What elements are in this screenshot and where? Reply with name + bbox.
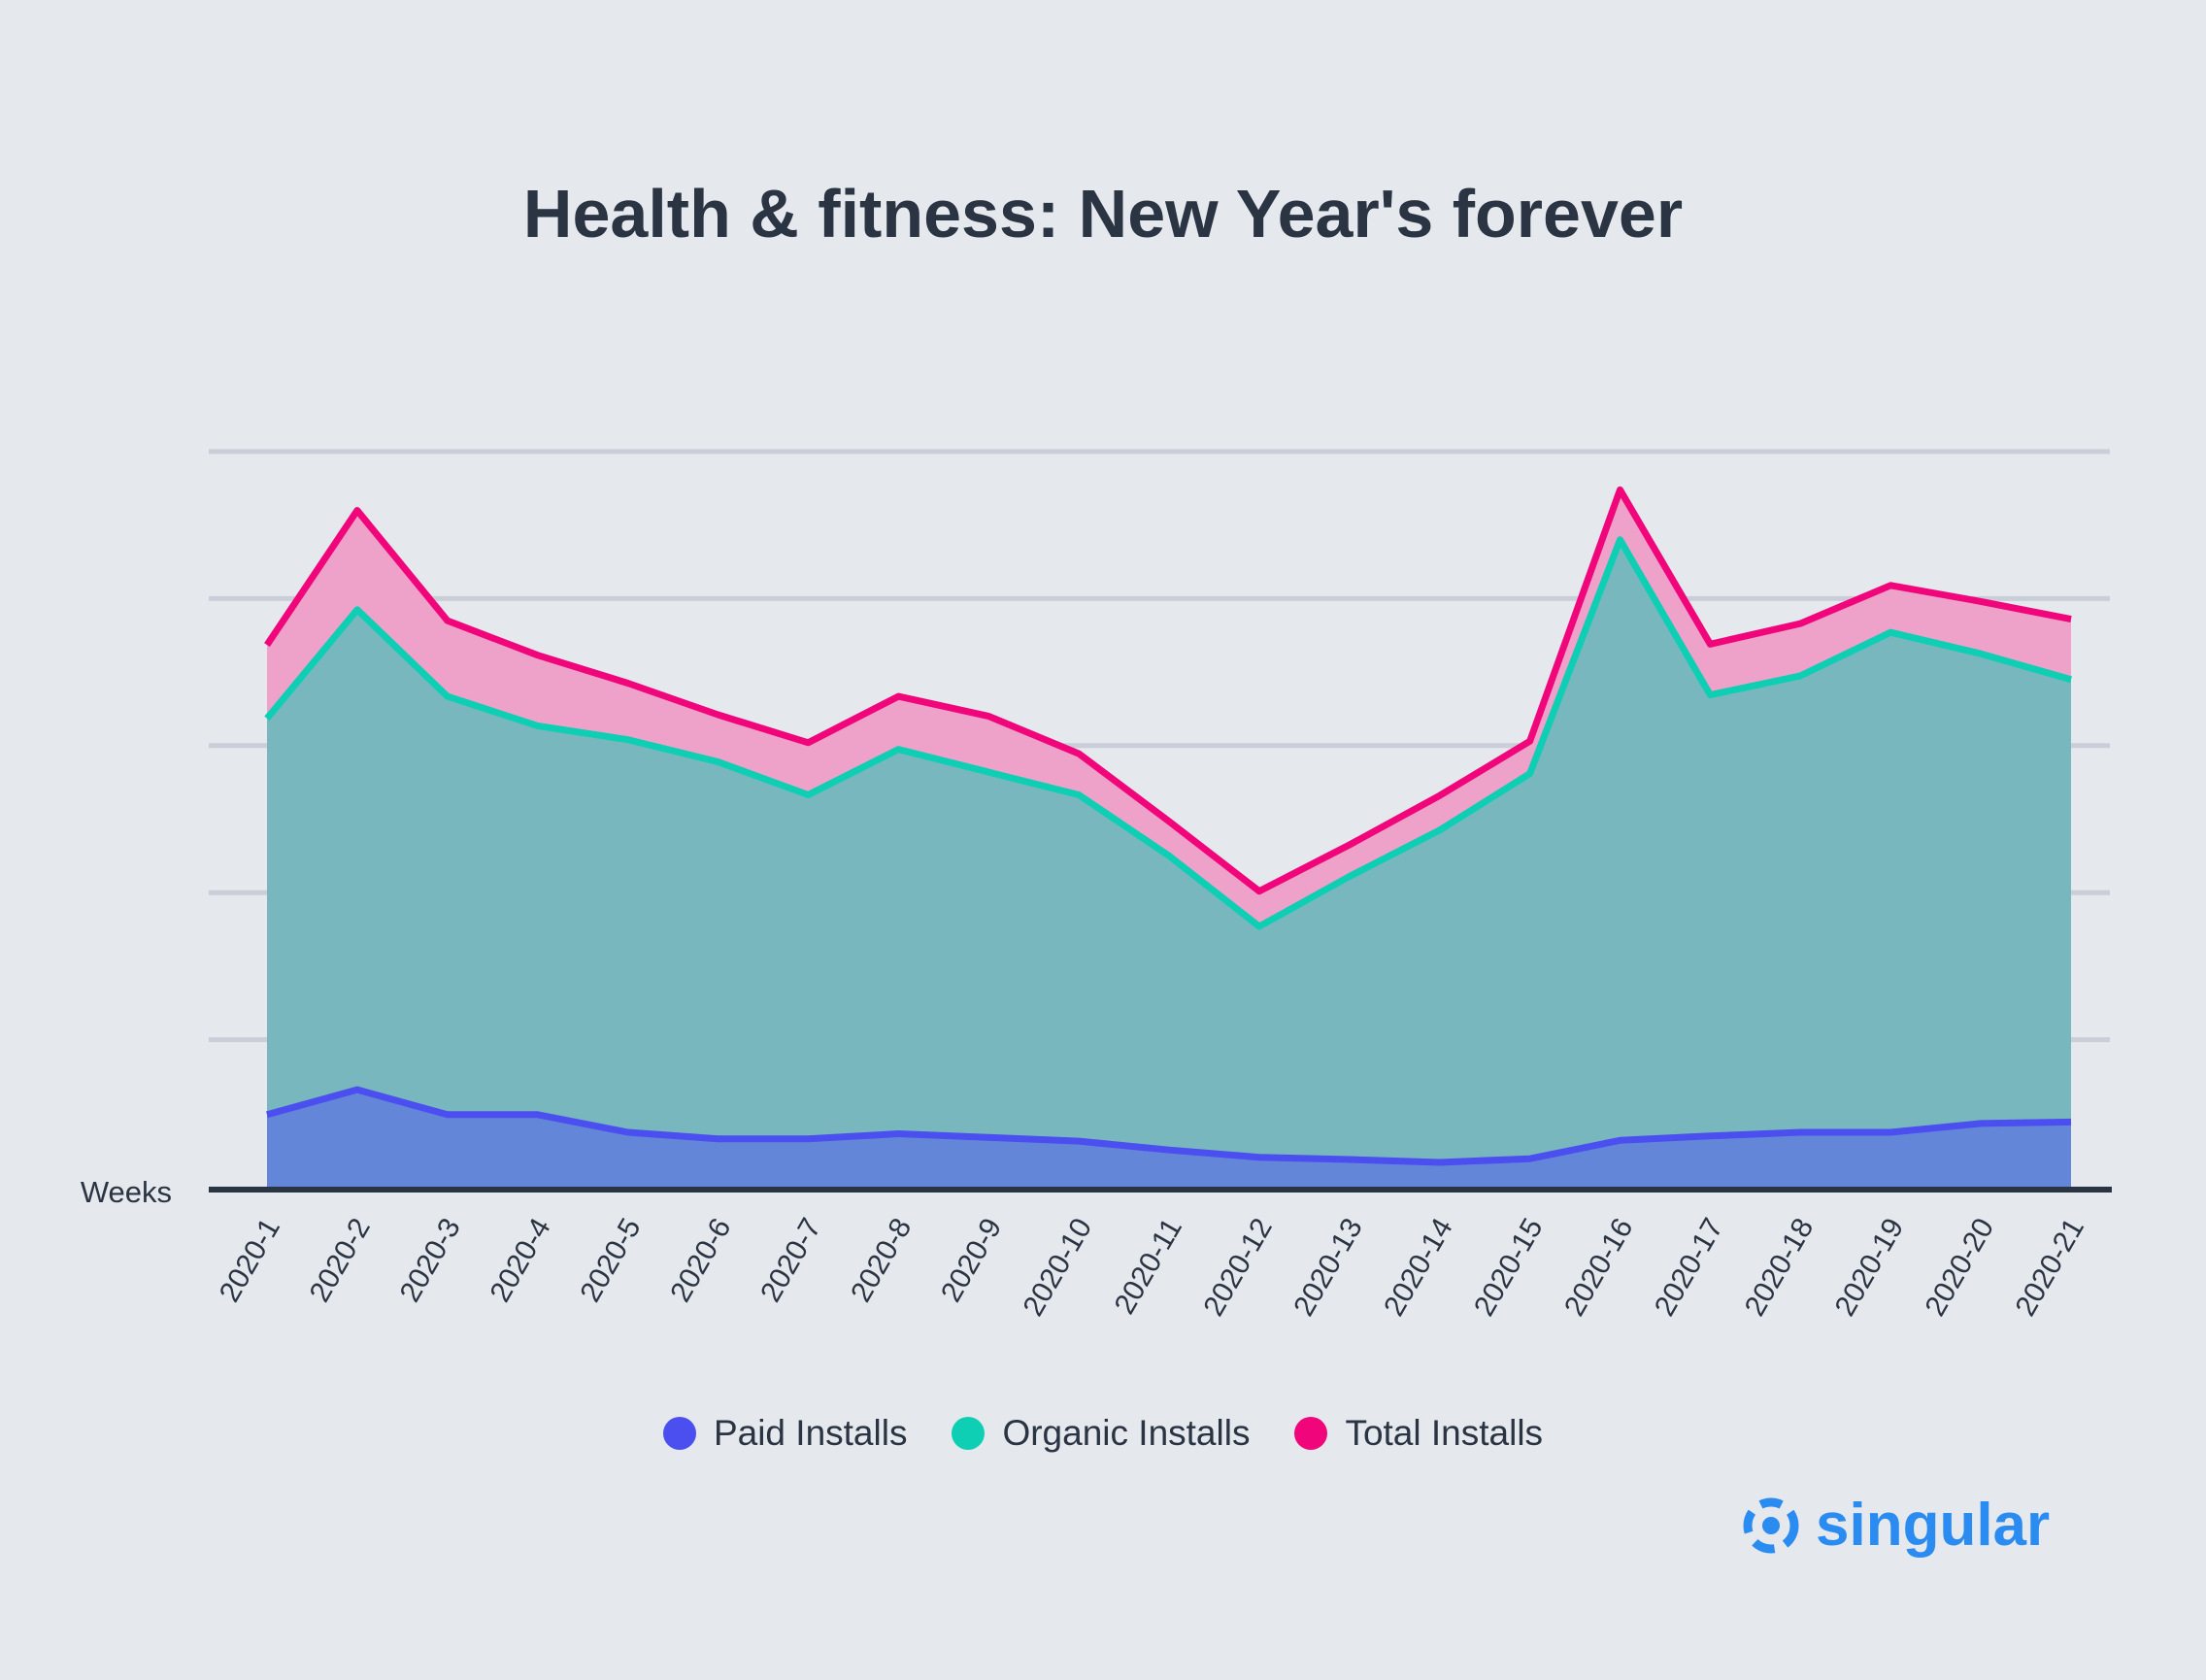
x-tick-label: 2020-3 — [394, 1213, 467, 1307]
x-tick-label: 2020-7 — [754, 1213, 827, 1307]
legend: Paid Installs Organic Installs Total Insta… — [0, 1413, 2206, 1454]
x-tick-label: 2020-12 — [1197, 1213, 1279, 1322]
x-tick-label: 2020-4 — [484, 1213, 556, 1307]
legend-item: Organic Installs — [952, 1413, 1250, 1454]
x-tick-labels: 2020-1 2020-2 2020-3 2020-4 2020-5 2020-6 2020… — [214, 1213, 2090, 1322]
x-tick-label: 2020-13 — [1287, 1213, 1369, 1322]
x-tick-label: 2020-18 — [1739, 1213, 1821, 1322]
x-axis-label: Weeks — [81, 1175, 172, 1209]
x-tick-label: 2020-2 — [304, 1213, 377, 1307]
x-tick-label: 2020-16 — [1558, 1213, 1640, 1322]
x-tick-label: 2020-1 — [214, 1213, 286, 1307]
x-tick-label: 2020-19 — [1829, 1213, 1911, 1322]
legend-item: Total Installs — [1294, 1413, 1543, 1454]
series-areas — [267, 489, 2071, 1187]
legend-label: Paid Installs — [713, 1413, 908, 1453]
x-tick-label: 2020-5 — [574, 1213, 647, 1307]
x-tick-label: 2020-15 — [1468, 1213, 1550, 1322]
legend-swatch — [1294, 1417, 1328, 1450]
legend-label: Organic Installs — [1002, 1413, 1251, 1453]
singular-logo-icon — [1743, 1497, 1799, 1553]
organic-installs-area — [267, 539, 2071, 1187]
legend-item: Paid Installs — [662, 1413, 908, 1454]
legend-swatch — [662, 1417, 696, 1450]
x-tick-label: 2020-8 — [845, 1213, 918, 1307]
x-tick-label: 2020-9 — [935, 1213, 1008, 1307]
legend-label: Total Installs — [1345, 1413, 1544, 1453]
x-tick-label: 2020-10 — [1018, 1213, 1099, 1322]
brand-name: singular — [1816, 1492, 2051, 1559]
chart-title: Health & fitness: New Year's forever — [522, 176, 1684, 252]
x-tick-label: 2020-14 — [1378, 1213, 1459, 1322]
series-lines — [264, 486, 2072, 1166]
paid-installs-area — [267, 1090, 2071, 1187]
x-tick-label: 2020-20 — [1920, 1213, 2001, 1322]
x-tick-label: 2020-17 — [1649, 1213, 1730, 1322]
x-tick-label: 2020-6 — [664, 1213, 737, 1307]
x-tick-label: 2020-21 — [2009, 1213, 2090, 1322]
legend-swatch — [952, 1417, 986, 1450]
x-tick-label: 2020-11 — [1109, 1213, 1189, 1320]
brand-logo: singular — [1740, 1491, 2050, 1560]
